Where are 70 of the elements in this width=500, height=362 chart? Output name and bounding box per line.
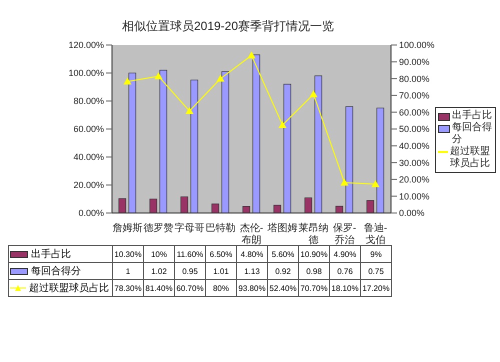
- point: [154, 72, 162, 80]
- point: [216, 74, 224, 82]
- x-tick-label: 詹姆斯: [112, 222, 142, 234]
- x-tick-label: 塔图姆: [266, 222, 298, 234]
- data-label: 1.02: [144, 262, 174, 280]
- y2-tick-label: 80.00%: [399, 74, 430, 84]
- y-tick-label: 20.00%: [73, 180, 104, 190]
- y-tick-label: 120.00%: [68, 40, 104, 50]
- data-label: 93.80%: [236, 280, 268, 296]
- data-label: 1.13: [236, 262, 268, 280]
- y-tick-label: 60.00%: [73, 124, 104, 134]
- point: [124, 77, 132, 84]
- legend-label: 超过联盟球员占比: [450, 146, 491, 170]
- y-tick-label: 100.00%: [68, 68, 104, 78]
- point: [248, 51, 256, 58]
- data-label: 80%: [206, 280, 236, 296]
- x-tick-label: 巴特勒: [206, 222, 236, 234]
- y2-tick-label: 10.00%: [399, 191, 430, 202]
- data-label: 10.30%: [112, 246, 144, 262]
- data-label: 0.76: [330, 262, 360, 280]
- data-label: 78.30%: [112, 280, 144, 296]
- x-tick-label: 保罗-乔治: [332, 223, 356, 246]
- x-tick-label: 莱昂纳德: [298, 222, 328, 246]
- data-label: 4.90%: [330, 246, 360, 262]
- data-label: 60.70%: [174, 280, 206, 296]
- y2-tick-label: 30.00%: [399, 158, 430, 168]
- x-tick-label: 德罗赞: [144, 222, 174, 234]
- x-tick-label: 字母哥: [174, 222, 204, 234]
- data-label: 0.95: [174, 262, 206, 280]
- data-label: 10%: [144, 246, 174, 262]
- chart-title: 相似位置球员2019-20赛季背打情况一览: [120, 18, 336, 35]
- data-label: 9%: [360, 246, 392, 262]
- data-label: 10.90%: [298, 246, 330, 262]
- text: 超过联盟球员占比: [28, 283, 109, 294]
- point: [372, 180, 380, 188]
- y2-tick-label: 90.00%: [399, 56, 430, 67]
- y2-tick-label: 100.00%: [399, 40, 435, 50]
- data-label: 5.60%: [268, 246, 298, 262]
- y2-tick-label: 20.00%: [399, 174, 430, 185]
- point: [340, 178, 348, 186]
- y-tick-label: 40.00%: [73, 152, 104, 162]
- data-label: 4.80%: [236, 246, 268, 262]
- legend-label: 出手占比: [8, 246, 112, 262]
- y2-tick-label: 0.00%: [399, 208, 425, 218]
- data-label: 0.75: [360, 262, 392, 280]
- data-label: 52.40%: [268, 280, 298, 296]
- data-label: 18.10%: [330, 280, 360, 296]
- point: [310, 90, 318, 98]
- data-label: 11.60%: [174, 246, 206, 262]
- legend-label: 每回合得分: [452, 122, 493, 146]
- data-label: 81.40%: [144, 280, 174, 296]
- data-label: 70.70%: [298, 280, 330, 296]
- text: 每回合得分: [30, 266, 81, 277]
- data-label: 0.92: [268, 262, 298, 280]
- point: [186, 107, 194, 114]
- x-tick-label: 鲁迪-戈伯: [364, 222, 388, 246]
- point: [278, 120, 286, 128]
- data-label: 1: [112, 262, 144, 280]
- data-label: 0.98: [298, 262, 330, 280]
- y-tick-label: 80.00%: [73, 96, 104, 106]
- data-label: 1.01: [206, 262, 236, 280]
- y2-tick-label: 40.00%: [399, 140, 430, 151]
- y2-tick-label: 60.00%: [399, 107, 430, 118]
- data-label: 17.20%: [360, 280, 392, 296]
- y2-tick-label: 70.00%: [399, 90, 430, 101]
- y2-tick-label: 50.00%: [399, 124, 430, 134]
- x-tick-label: 杰伦-布朗: [240, 222, 264, 246]
- data-label: 6.50%: [206, 246, 236, 262]
- y-tick-label: 0.00%: [78, 208, 104, 218]
- text: 出手占比: [452, 110, 492, 121]
